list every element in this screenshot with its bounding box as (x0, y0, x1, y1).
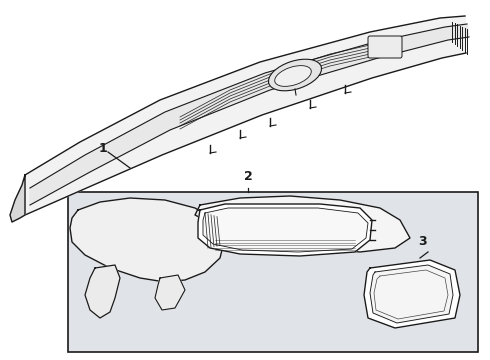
Polygon shape (198, 204, 372, 256)
Ellipse shape (269, 59, 321, 91)
Polygon shape (364, 260, 460, 328)
Polygon shape (25, 16, 466, 215)
Text: 2: 2 (244, 170, 252, 183)
Polygon shape (85, 265, 120, 318)
Polygon shape (370, 265, 453, 323)
Text: 3: 3 (417, 235, 426, 248)
Ellipse shape (275, 66, 311, 86)
Polygon shape (155, 275, 185, 310)
Polygon shape (70, 198, 225, 282)
Text: 1: 1 (98, 141, 107, 154)
Bar (68, 192, 478, 352)
Polygon shape (10, 175, 25, 222)
Polygon shape (30, 24, 469, 205)
Polygon shape (195, 196, 410, 252)
Polygon shape (203, 208, 368, 252)
FancyBboxPatch shape (368, 36, 402, 58)
